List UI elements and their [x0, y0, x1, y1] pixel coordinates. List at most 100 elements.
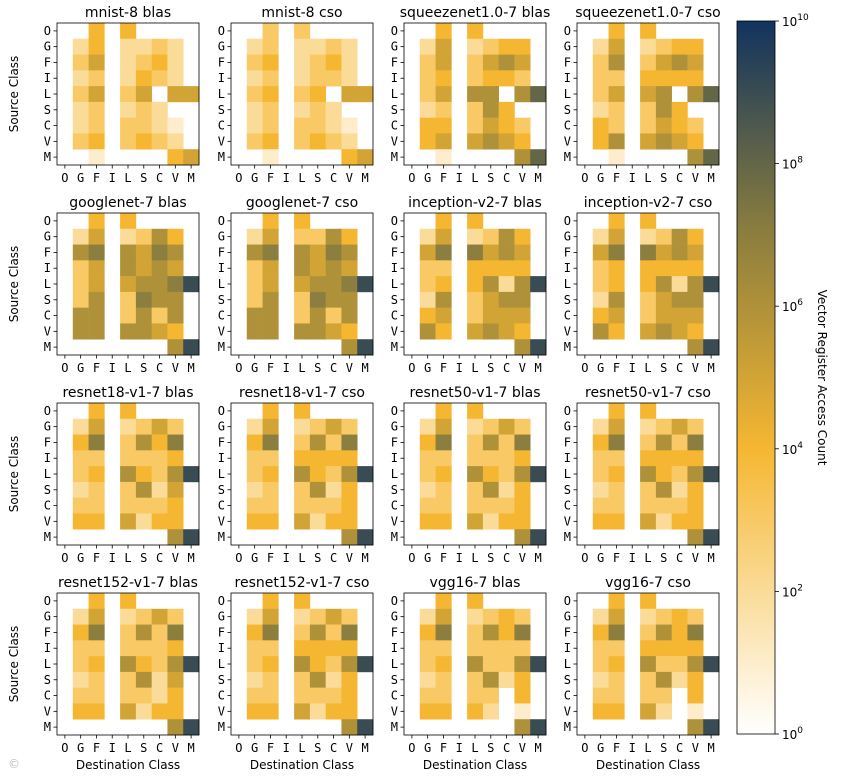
heatmap-cell	[482, 133, 499, 150]
heatmap-cell	[671, 276, 688, 293]
y-tick-label: L	[218, 467, 225, 481]
heatmap-cell	[640, 117, 657, 134]
heatmap-cell	[120, 481, 137, 498]
heatmap-cell	[135, 513, 152, 530]
heatmap-panel: vgg16-7 blasOOGGFFIILLSSCCVVMMDestinatio…	[391, 575, 547, 772]
y-tick-label: F	[44, 435, 51, 449]
x-tick-label: S	[660, 171, 667, 185]
heatmap-cell	[419, 513, 436, 530]
heatmap-cell	[246, 276, 263, 293]
x-tick-label: F	[267, 361, 274, 375]
heatmap-cell	[514, 466, 531, 483]
heatmap-cell	[120, 434, 137, 451]
heatmap-cell	[640, 434, 657, 451]
x-tick-label: I	[629, 741, 636, 755]
heatmap-cell	[514, 497, 531, 514]
y-tick-label: F	[218, 625, 225, 639]
heatmap-cell	[294, 54, 311, 71]
heatmap-cell	[309, 70, 326, 87]
x-tick-label: O	[235, 551, 242, 565]
x-tick-label: L	[471, 741, 478, 755]
heatmap-cell	[498, 101, 515, 118]
heatmap-cell	[294, 23, 311, 40]
heatmap-cell	[687, 86, 704, 103]
heatmap-cell	[246, 640, 263, 657]
heatmap-cell	[467, 260, 484, 277]
x-tick-label: M	[534, 361, 541, 375]
heatmap-cell	[325, 323, 342, 340]
heatmap-cell	[135, 418, 152, 435]
x-tick-label: M	[707, 361, 714, 375]
heatmap-cell	[514, 418, 531, 435]
heatmap-cell	[530, 276, 547, 293]
heatmap-cell	[687, 260, 704, 277]
x-axis-label: Destination Class	[250, 758, 354, 772]
heatmap-cell	[640, 86, 657, 103]
heatmap-cell	[467, 23, 484, 40]
x-tick-label: F	[267, 551, 274, 565]
heatmap-cell	[72, 640, 89, 657]
y-tick-label: C	[391, 689, 398, 703]
y-tick-label: L	[564, 657, 571, 671]
heatmap-cell	[592, 54, 609, 71]
y-tick-label: I	[218, 71, 225, 85]
colorbar-label: Vector Register Access Count	[815, 290, 829, 466]
heatmap-cell	[262, 244, 279, 261]
heatmap-cell	[309, 687, 326, 704]
heatmap-cell	[88, 228, 105, 245]
x-tick-label: L	[471, 361, 478, 375]
x-tick-label: G	[251, 171, 258, 185]
heatmap-cell	[151, 497, 168, 514]
heatmap-cell	[309, 513, 326, 530]
heatmap-cell	[309, 101, 326, 118]
heatmap-cell	[183, 339, 200, 356]
y-tick-label: L	[564, 87, 571, 101]
heatmap-cell	[167, 307, 184, 324]
x-tick-label: V	[172, 361, 179, 375]
heatmap-cell	[655, 656, 672, 673]
heatmap-cell	[72, 608, 89, 625]
heatmap-cell	[592, 450, 609, 467]
heatmap-cell	[703, 86, 720, 103]
heatmap-cell	[246, 656, 263, 673]
heatmap-cell	[246, 54, 263, 71]
heatmap-cell	[183, 529, 200, 546]
heatmap-cell	[435, 418, 452, 435]
x-tick-label: F	[93, 171, 100, 185]
heatmap-cell	[341, 719, 358, 736]
heatmap-cell	[72, 481, 89, 498]
heatmap-cell	[262, 291, 279, 308]
y-tick-label: C	[218, 499, 225, 513]
heatmap-cell	[435, 434, 452, 451]
heatmap-cell	[341, 86, 358, 103]
heatmap-cell	[530, 529, 547, 546]
heatmap-cell	[640, 481, 657, 498]
x-tick-label: V	[346, 551, 353, 565]
heatmap-cell	[120, 260, 137, 277]
heatmap-cell	[309, 671, 326, 688]
heatmap-cell	[246, 624, 263, 641]
panel-title: inception-v2-7 blas	[408, 195, 542, 211]
heatmap-cell	[435, 260, 452, 277]
heatmap-cell	[294, 624, 311, 641]
x-tick-label: O	[581, 171, 588, 185]
heatmap-cell	[262, 450, 279, 467]
heatmap-cell	[514, 513, 531, 530]
heatmap-cell	[514, 291, 531, 308]
heatmap-cell	[467, 481, 484, 498]
x-tick-label: F	[613, 741, 620, 755]
heatmap-cell	[640, 497, 657, 514]
heatmap-cell	[88, 466, 105, 483]
heatmap-cell	[88, 624, 105, 641]
x-axis-label: Destination Class	[76, 758, 180, 772]
heatmap-cell	[183, 656, 200, 673]
heatmap-cell	[498, 70, 515, 87]
heatmap-cell	[640, 624, 657, 641]
heatmap-cell	[72, 117, 89, 134]
heatmap-cell	[309, 117, 326, 134]
y-tick-label: L	[564, 277, 571, 291]
y-tick-label: O	[564, 594, 571, 608]
heatmap-cell	[671, 38, 688, 55]
heatmap-cell	[467, 466, 484, 483]
